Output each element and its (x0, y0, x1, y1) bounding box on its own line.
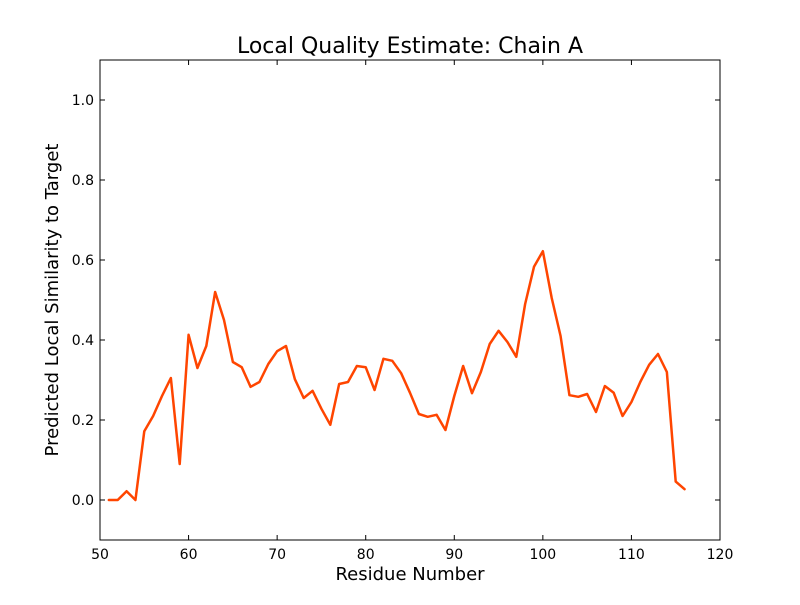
y-axis-label: Predicted Local Similarity to Target (42, 144, 63, 457)
x-tick-label: 100 (529, 547, 556, 563)
axis-ticks: 50 60 70 80 90 100 110 120 0.0 0.2 0.4 0.6 0.8 1.0 (72, 60, 734, 563)
y-tick-label: 0.4 (72, 333, 94, 349)
y-tick-label: 0.6 (72, 253, 94, 269)
y-tick-label: 0.0 (72, 493, 94, 509)
x-tick-label: 50 (91, 547, 109, 563)
y-tick-label: 0.2 (72, 413, 94, 429)
series-line-0 (107, 249, 686, 502)
x-axis-label: Residue Number (335, 564, 485, 585)
y-tick-label: 0.8 (72, 173, 94, 189)
plot-area-frame (99, 59, 721, 541)
x-tick-label: 110 (618, 547, 645, 563)
x-tick-label: 70 (268, 547, 286, 563)
x-tick-label: 120 (707, 547, 734, 563)
x-tick-label: 60 (180, 547, 198, 563)
chart-title: Local Quality Estimate: Chain A (237, 34, 583, 59)
y-tick-label: 1.0 (72, 93, 94, 109)
x-tick-label: 80 (357, 547, 375, 563)
x-tick-label: 90 (445, 547, 463, 563)
series-layer (107, 249, 686, 502)
